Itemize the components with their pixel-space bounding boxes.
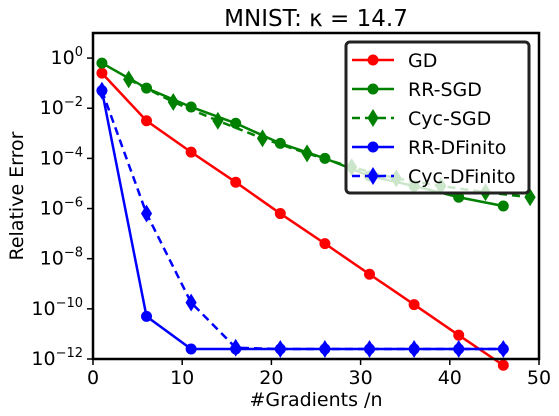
legend-marker — [367, 141, 379, 153]
x-tick-label: 0 — [87, 367, 99, 389]
data-point — [408, 299, 420, 311]
legend-item: Cyc-DFinito — [352, 166, 516, 188]
series-gd — [96, 67, 509, 371]
data-point — [363, 340, 376, 358]
legend-marker — [367, 109, 379, 127]
y-tick-label: 10−10 — [31, 296, 83, 320]
data-point — [497, 200, 509, 212]
y-tick-label: 10−4 — [40, 145, 83, 169]
data-point — [453, 329, 465, 341]
series-line — [101, 72, 505, 367]
data-point — [256, 129, 269, 148]
data-point — [319, 238, 331, 250]
x-tick-label: 20 — [259, 367, 283, 389]
data-point — [301, 144, 313, 163]
legend-marker — [367, 54, 379, 66]
legend-item: RR-DFinito — [352, 137, 506, 159]
legend-item: GD — [352, 50, 437, 72]
data-point — [96, 57, 108, 69]
legend-label: Cyc-DFinito — [408, 166, 516, 188]
data-point — [274, 340, 286, 358]
legend-label: Cyc-SGD — [408, 108, 491, 130]
data-point — [96, 67, 108, 79]
y-tick-label: 10−8 — [40, 246, 83, 270]
data-point — [230, 176, 242, 188]
legend-item: RR-SGD — [352, 79, 482, 101]
data-point — [497, 340, 509, 358]
x-axis-label: #Gradients /n — [250, 389, 383, 411]
data-point — [167, 93, 179, 111]
data-point — [141, 115, 153, 127]
legend-marker — [367, 83, 379, 95]
x-tick-label: 30 — [349, 367, 373, 389]
data-point — [319, 340, 331, 358]
x-tick-label: 50 — [527, 367, 551, 389]
data-point — [140, 204, 153, 223]
series-line — [100, 90, 504, 351]
data-point — [364, 268, 376, 280]
legend: GD RR-SGD Cyc-SGD RR-DFinito Cyc-DFinito — [344, 40, 531, 195]
y-tick-label: 10−6 — [40, 196, 83, 220]
x-tick-label: 10 — [170, 367, 194, 389]
data-point — [96, 81, 108, 100]
y-tick-label: 100 — [51, 45, 83, 69]
y-tick-label: 10−12 — [31, 346, 83, 370]
y-axis-label: Relative Error — [6, 131, 28, 260]
data-point — [185, 343, 197, 355]
data-point — [141, 310, 153, 322]
data-point — [230, 338, 242, 357]
legend-box — [344, 40, 531, 195]
data-point — [212, 111, 224, 130]
x-tick-label: 40 — [438, 367, 462, 389]
legend-label: RR-SGD — [408, 79, 482, 101]
legend-label: RR-DFinito — [408, 137, 506, 159]
plot-frame — [91, 31, 541, 361]
chart-title: MNIST: κ = 14.7 — [224, 6, 408, 32]
data-point — [185, 293, 197, 312]
legend-item: Cyc-SGD — [352, 108, 491, 130]
data-point — [274, 208, 286, 220]
data-point — [408, 340, 420, 358]
axis-ticks: 0 10 20 30 40 50 100 10−2 10−4 10−6 10−8 10−10 10−12 — [31, 45, 551, 389]
series-cyc-dfinito — [96, 81, 509, 358]
data-point — [453, 340, 465, 358]
y-tick-label: 10−2 — [40, 95, 83, 119]
data-point — [185, 146, 197, 158]
legend-marker — [367, 167, 379, 185]
data-point — [497, 359, 509, 371]
legend-label: GD — [408, 50, 437, 72]
data-point — [123, 70, 135, 89]
